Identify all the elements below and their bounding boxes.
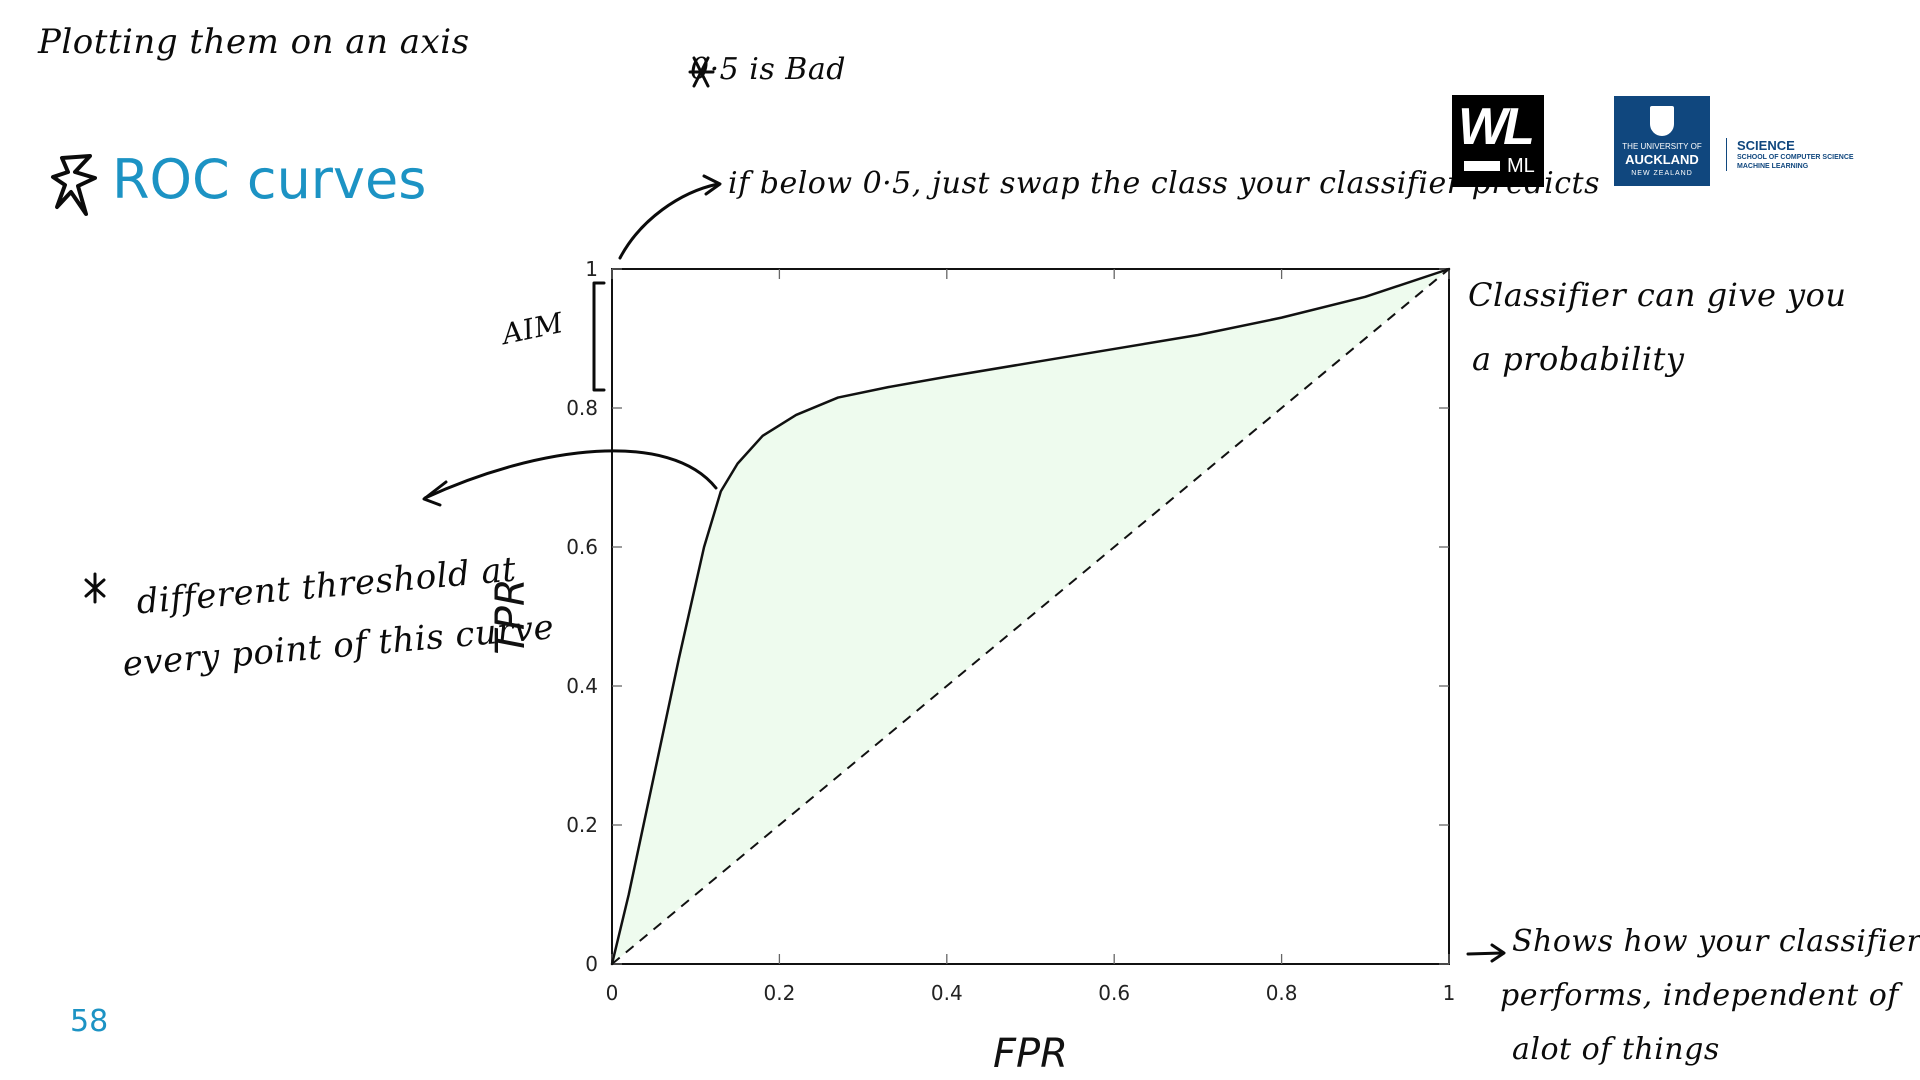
- university-logo-line1: THE UNIVERSITY OF: [1622, 142, 1702, 151]
- x-tick-label-0: 0: [606, 981, 619, 1005]
- random-baseline-line: [611, 268, 1450, 965]
- plot-frame: [611, 268, 1450, 965]
- y-tick-label-2: 0.4: [566, 674, 598, 698]
- swap-arrow-head: [702, 174, 722, 196]
- wl-logo-text: WL: [1458, 98, 1535, 156]
- y-tick-label-5: 1: [585, 257, 598, 281]
- bad-star: [688, 56, 715, 88]
- slide-title: ROC curves: [112, 148, 427, 211]
- threshold-star: [84, 572, 106, 604]
- y-tick-label-0: 0: [585, 952, 598, 976]
- y-tick-label-3: 0.6: [566, 535, 598, 559]
- star-icon: [51, 154, 97, 216]
- x-tick-label-3: 0.6: [1098, 981, 1130, 1005]
- x-tick-label-2: 0.4: [931, 981, 963, 1005]
- page-number: 58: [70, 1004, 109, 1039]
- handwritten-performance-line3: alot of things: [1512, 1032, 1720, 1067]
- performance-arrow-head: [1490, 943, 1506, 963]
- roc-curve-line: [610, 267, 1451, 966]
- x-tick-label-5: 1: [1443, 981, 1456, 1005]
- wl-ml-logo: WL ML: [1452, 95, 1544, 187]
- x-axis-title: FPR: [993, 1031, 1068, 1077]
- ml-logo-text: ML: [1507, 155, 1535, 177]
- handwritten-bad-note: 0·5 is Bad: [690, 52, 846, 87]
- university-logo: THE UNIVERSITY OF AUCKLAND NEW ZEALAND: [1614, 96, 1710, 186]
- science-label: SCIENCE: [1737, 138, 1795, 153]
- science-faculty-logo: SCIENCE SCHOOL OF COMPUTER SCIENCE MACHI…: [1726, 138, 1854, 171]
- university-logo-line3: NEW ZEALAND: [1631, 170, 1693, 177]
- threshold-arrow-head: [422, 480, 448, 507]
- y-tick-label-1: 0.2: [566, 813, 598, 837]
- handwritten-probability-line2: a probability: [1472, 340, 1685, 378]
- handwritten-performance-line2: performs, independent of: [1500, 978, 1899, 1013]
- x-tick-label-1: 0.2: [763, 981, 795, 1005]
- crest-icon: [1650, 106, 1674, 136]
- y-axis-title: TPR: [488, 578, 534, 654]
- handwritten-top-note: Plotting them on an axis: [38, 22, 470, 62]
- wl-logo-bar: [1464, 161, 1500, 171]
- y-tick-label-4: 0.8: [566, 396, 598, 420]
- threshold-arrow: [423, 449, 718, 500]
- roc-chart-plot: 0 0.2 0.4 0.6 0.8 1 0 0.2 0.4 0.6 0.8 1: [566, 257, 1455, 1005]
- handwritten-performance-line1: Shows how your classifier: [1512, 924, 1920, 959]
- handwritten-probability-line1: Classifier can give you: [1468, 276, 1847, 314]
- performance-arrow: [1466, 951, 1504, 956]
- swap-arrow: [618, 182, 720, 260]
- university-logo-line2: AUCKLAND: [1625, 152, 1699, 167]
- x-tick-label-4: 0.8: [1266, 981, 1298, 1005]
- program-label: MACHINE LEARNING: [1737, 163, 1809, 170]
- aim-bracket: [592, 281, 606, 392]
- school-label: SCHOOL OF COMPUTER SCIENCE: [1737, 154, 1854, 161]
